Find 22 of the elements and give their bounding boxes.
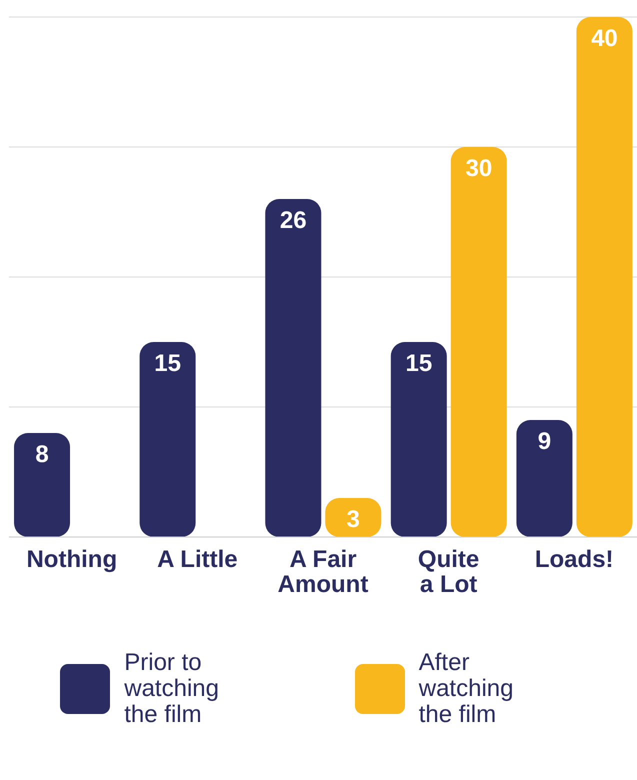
- bar: [516, 420, 572, 537]
- legend-label: Prior to watching the film: [124, 649, 220, 728]
- legend-label: After watching the film: [418, 649, 514, 728]
- x-tick-label: A Fair Amount: [278, 546, 368, 598]
- data-label: 3: [346, 506, 360, 534]
- bar: [14, 433, 70, 537]
- bar: [140, 342, 196, 537]
- bar: [390, 342, 447, 537]
- bar: [450, 147, 507, 537]
- data-label: 8: [35, 441, 49, 468]
- data-label: 15: [154, 350, 181, 378]
- x-tick-label: A Little: [157, 546, 238, 573]
- data-label: 15: [405, 350, 432, 378]
- data-label: 40: [591, 25, 618, 52]
- x-tick-label: Nothing: [26, 546, 118, 573]
- bar: [576, 17, 632, 537]
- data-label: 9: [538, 428, 552, 456]
- bar: [265, 199, 322, 537]
- data-label: 26: [280, 207, 307, 234]
- data-label: 30: [465, 155, 492, 182]
- x-tick-label: Loads!: [534, 546, 614, 573]
- x-tick-label: Quite a Lot: [418, 546, 480, 598]
